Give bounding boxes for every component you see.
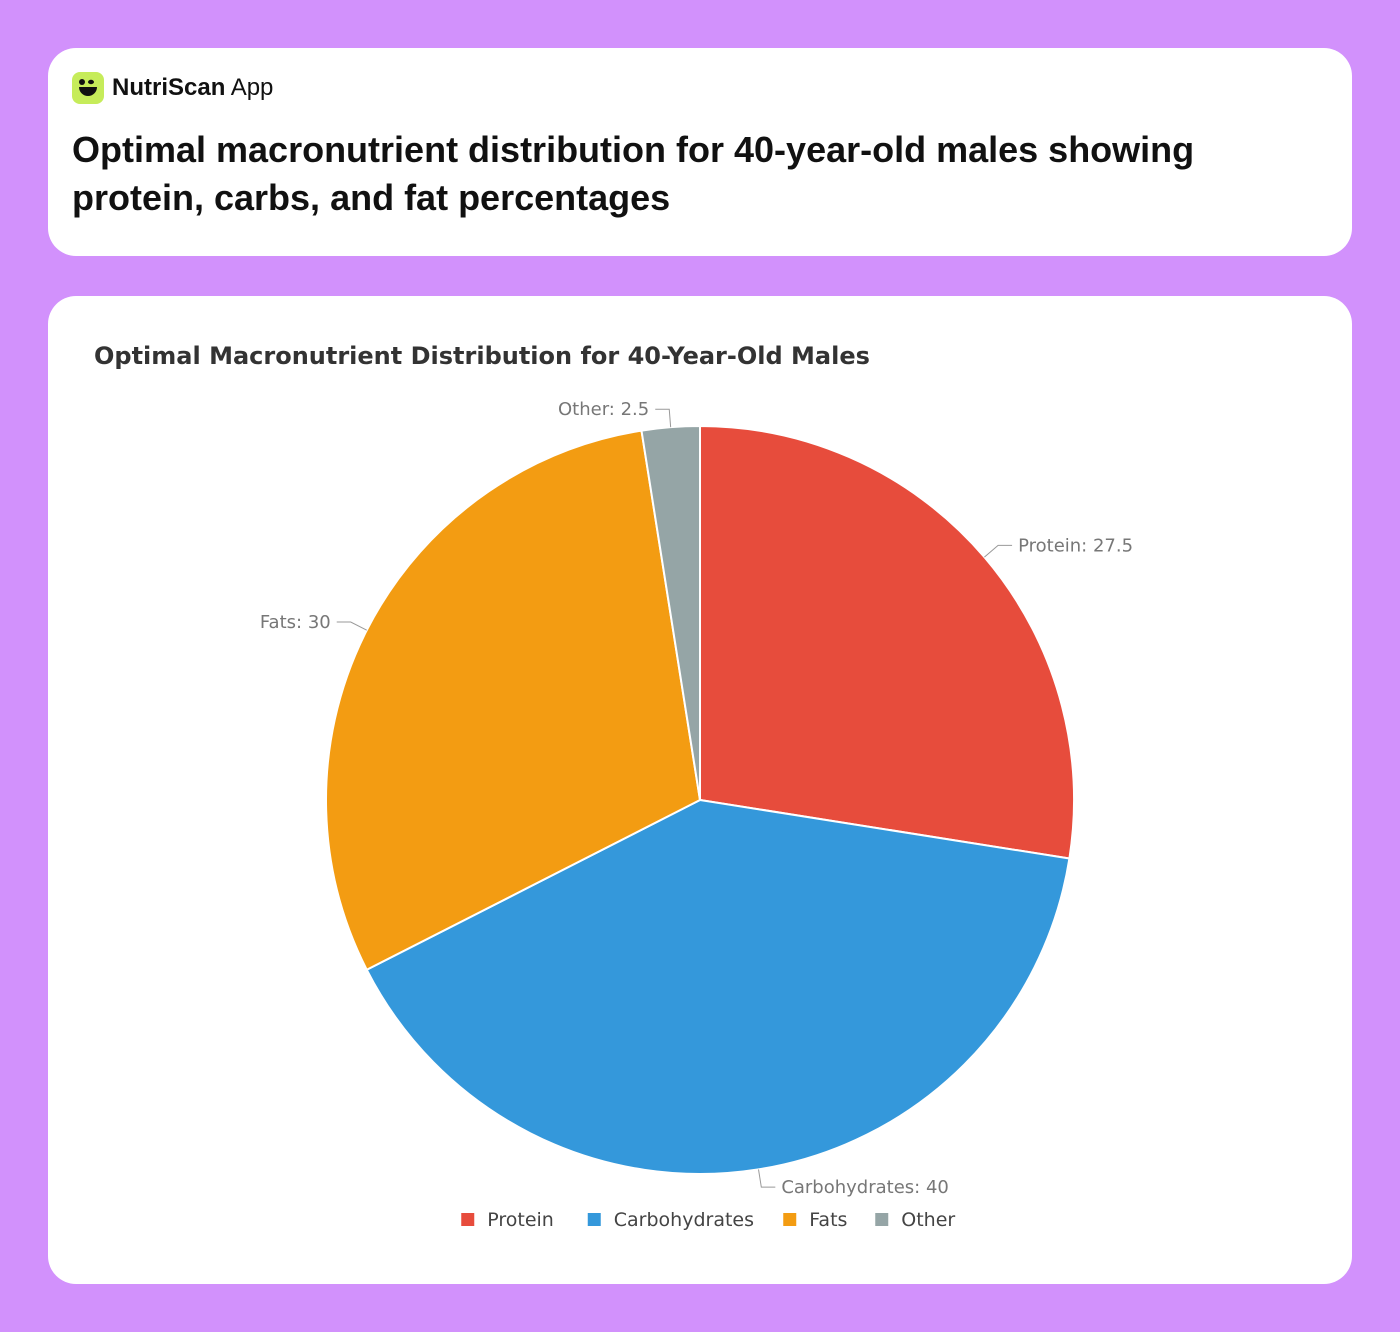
pie-chart: Protein: 27.5 Carbohydrates: 40 Fats: 30 Ot… [260,399,1133,1231]
leader-line [758,1169,776,1188]
legend-swatch-protein [461,1213,475,1226]
leader-line [984,544,1013,558]
chart-card: Optimal Macronutrient Distribution for 4… [48,296,1352,1284]
data-label: Carbohydrates: 40 [781,1177,949,1198]
pie-slice-other[interactable] [640,425,701,801]
header-card: NutriScan App Optimal macronutrient dist… [48,48,1352,256]
pie-slice-fats[interactable] [325,429,701,971]
legend-item-other[interactable]: Other [901,1209,955,1231]
legend-swatch-carbohydrates [587,1213,601,1226]
chart-title: Optimal Macronutrient Distribution for 4… [94,342,870,370]
page-title: Optimal macronutrient distribution for 4… [72,129,1195,218]
legend-item-protein[interactable]: Protein [487,1209,554,1231]
legend-swatch-fats [783,1213,797,1226]
brand-suffix: App [230,74,274,101]
data-label: Fats: 30 [260,612,331,633]
legend-item-carbohydrates[interactable]: Carbohydrates [614,1209,754,1231]
legend-item-fats[interactable]: Fats [809,1209,847,1231]
data-label: Protein: 27.5 [1018,535,1133,556]
legend-swatch-other [875,1213,889,1226]
leader-line [655,408,672,428]
logo-icon [72,72,104,104]
brand-name: NutriScan [112,74,226,101]
brand: NutriScan App [72,72,273,104]
leader-line [336,621,367,631]
pie-slice-protein[interactable] [699,425,1075,860]
data-label: Other: 2.5 [558,399,649,420]
pie-slice-carbohydrates[interactable] [365,799,1071,1175]
